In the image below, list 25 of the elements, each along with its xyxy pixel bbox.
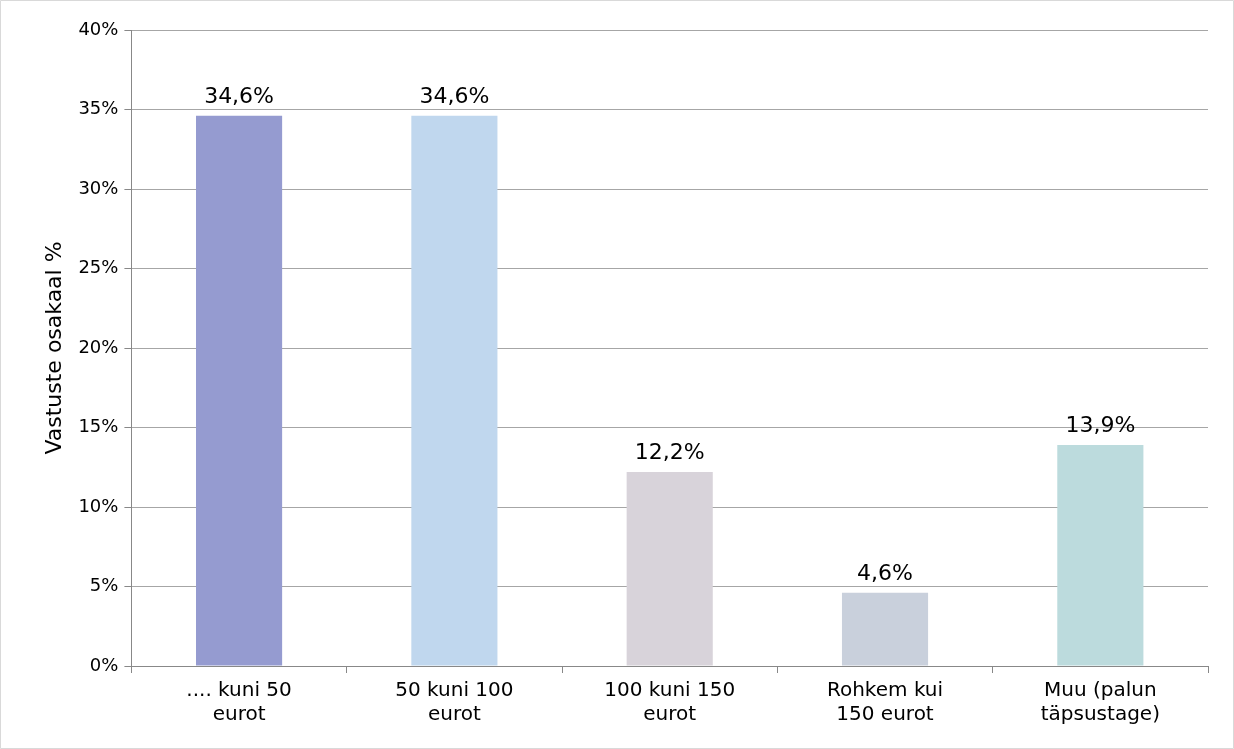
data-label: 12,2% <box>634 438 705 464</box>
bar <box>196 115 283 666</box>
y-axis-title: Vastuste osakaal % <box>40 241 66 455</box>
data-label: 13,9% <box>1065 411 1136 437</box>
y-tick-label: 30% <box>78 176 119 198</box>
y-tick-label: 40% <box>78 17 119 39</box>
y-tick-label: 0% <box>89 653 119 675</box>
bar <box>411 115 498 666</box>
y-tick-label: 20% <box>78 335 119 357</box>
data-label: 34,6% <box>419 82 490 108</box>
y-tick-label: 15% <box>78 415 119 437</box>
x-tick-label: 50 kuni 100 eurot <box>395 677 514 726</box>
x-tick-label: Muu (palun täpsustage) <box>1040 677 1160 726</box>
x-tick-label: Rohkem kui 150 eurot <box>826 677 944 726</box>
data-label: 34,6% <box>204 82 275 108</box>
y-tick-label: 25% <box>78 256 119 278</box>
x-tick-label: 100 kuni 150 eurot <box>604 677 736 726</box>
y-tick-label: 35% <box>78 97 119 119</box>
data-label: 4,6% <box>857 559 913 585</box>
bar <box>841 592 929 666</box>
y-tick-label: 10% <box>78 494 119 516</box>
x-tick-label: .... kuni 50 eurot <box>186 677 292 726</box>
bar <box>626 472 713 666</box>
y-tick-label: 5% <box>89 574 119 596</box>
bar <box>1057 444 1144 666</box>
